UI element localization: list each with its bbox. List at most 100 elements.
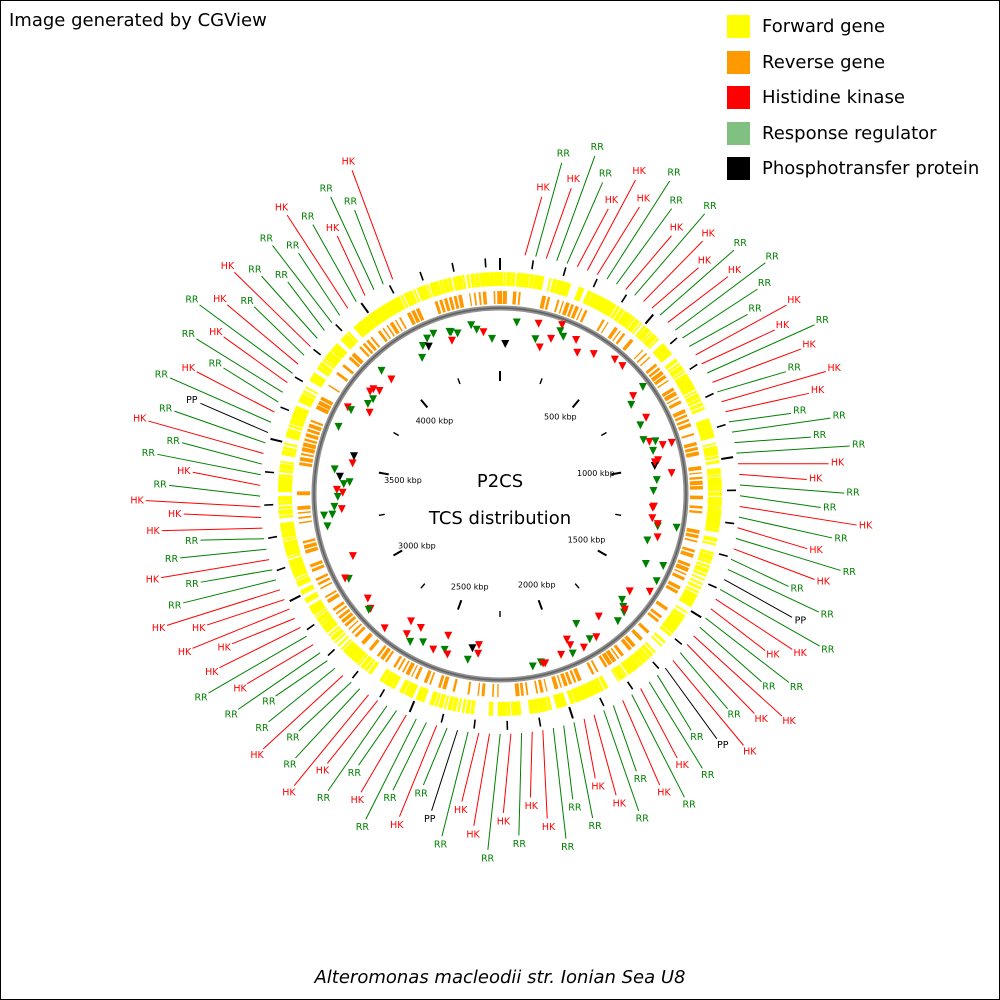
feature-label: HK <box>766 650 780 661</box>
forward-gene <box>278 474 293 478</box>
callout-line <box>196 338 283 393</box>
outer-tick <box>568 706 574 719</box>
legend-label: Forward gene <box>762 16 886 38</box>
callout-line <box>643 240 703 302</box>
outer-tick <box>419 271 424 281</box>
callout-line <box>473 733 490 827</box>
tcs-marker <box>424 342 433 351</box>
reverse-gene <box>344 615 357 627</box>
forward-gene <box>282 446 297 453</box>
reverse-gene <box>411 664 418 678</box>
callout-line <box>625 235 672 290</box>
reverse-gene <box>351 623 363 634</box>
forward-gene <box>283 442 298 448</box>
feature-label: HK <box>130 495 144 506</box>
reverse-gene <box>639 356 651 367</box>
feature-label: HK <box>205 667 219 678</box>
forward-gene <box>566 689 576 705</box>
reverse-gene <box>676 418 690 426</box>
reverse-gene <box>302 538 316 544</box>
reverse-gene <box>348 356 361 368</box>
outer-tick <box>313 348 322 356</box>
reverse-gene <box>317 577 331 586</box>
tcs-marker <box>620 605 629 614</box>
feature-label: RR <box>568 803 582 814</box>
forward-gene <box>703 535 718 543</box>
feature-label: RR <box>248 265 262 276</box>
feature-label: RR <box>557 148 571 159</box>
forward-gene <box>360 655 373 670</box>
feature-label: RR <box>834 534 848 545</box>
reverse-gene <box>437 674 445 689</box>
feature-label: HK <box>250 750 264 761</box>
forward-gene <box>370 309 384 326</box>
forward-gene <box>624 316 636 330</box>
forward-gene <box>356 321 370 336</box>
forward-gene <box>461 274 467 290</box>
forward-gene <box>627 318 640 333</box>
tcs-marker <box>453 329 462 338</box>
forward-gene <box>285 431 301 441</box>
forward-gene <box>644 641 657 654</box>
forward-gene <box>696 422 713 433</box>
reverse-gene <box>386 324 395 337</box>
feature-label: HK <box>454 805 468 816</box>
map-title: P2CS <box>476 471 524 492</box>
reverse-gene <box>590 660 599 673</box>
reverse-gene <box>423 670 432 684</box>
reverse-gene <box>622 338 634 351</box>
forward-gene <box>403 292 414 307</box>
callout-line <box>545 188 572 259</box>
forward-gene <box>634 325 647 338</box>
callout-line <box>351 170 394 280</box>
forward-gene <box>308 599 324 612</box>
reverse-gene <box>305 432 319 441</box>
reverse-gene <box>558 300 565 314</box>
feature-label: PP <box>186 395 198 406</box>
reverse-gene <box>685 451 700 458</box>
feature-label: HK <box>542 822 556 833</box>
feature-label: HK <box>221 261 235 272</box>
forward-gene <box>650 635 663 647</box>
reverse-gene <box>645 363 658 375</box>
forward-gene <box>319 615 333 626</box>
forward-gene <box>321 617 337 631</box>
reverse-gene <box>311 564 325 573</box>
forward-gene <box>433 280 443 296</box>
forward-gene <box>451 697 459 712</box>
forward-gene <box>434 692 442 707</box>
feature-label: RR <box>209 359 223 370</box>
reverse-gene <box>553 299 560 313</box>
forward-gene <box>683 588 698 599</box>
tcs-marker <box>479 328 488 337</box>
forward-gene <box>641 331 653 344</box>
legend-label: Response regulator <box>762 122 937 144</box>
reverse-gene <box>308 423 322 432</box>
feature-label: RR <box>356 822 370 833</box>
outer-tick <box>599 697 605 707</box>
callout-line <box>576 208 609 268</box>
forward-gene <box>546 277 552 292</box>
reverse-gene <box>414 666 423 680</box>
feature-label: HK <box>809 545 823 556</box>
feature-label: HK <box>497 816 511 827</box>
forward-gene <box>332 343 348 358</box>
forward-gene <box>455 275 464 291</box>
feature-label: RR <box>434 839 448 850</box>
forward-gene <box>304 386 319 395</box>
forward-gene <box>699 548 715 555</box>
tcs-marker <box>349 452 358 461</box>
forward-gene <box>655 347 670 360</box>
reverse-gene <box>689 510 703 514</box>
forward-gene <box>302 389 317 399</box>
inner-tick <box>392 549 403 557</box>
callout-line <box>461 732 480 802</box>
forward-gene <box>698 551 714 561</box>
reverse-gene <box>544 296 551 310</box>
outer-tick <box>592 278 598 288</box>
tcs-marker <box>610 355 619 364</box>
tcs-marker <box>429 329 438 338</box>
reverse-gene <box>650 370 664 382</box>
tcs-marker <box>418 353 427 362</box>
callout-line <box>563 725 574 800</box>
